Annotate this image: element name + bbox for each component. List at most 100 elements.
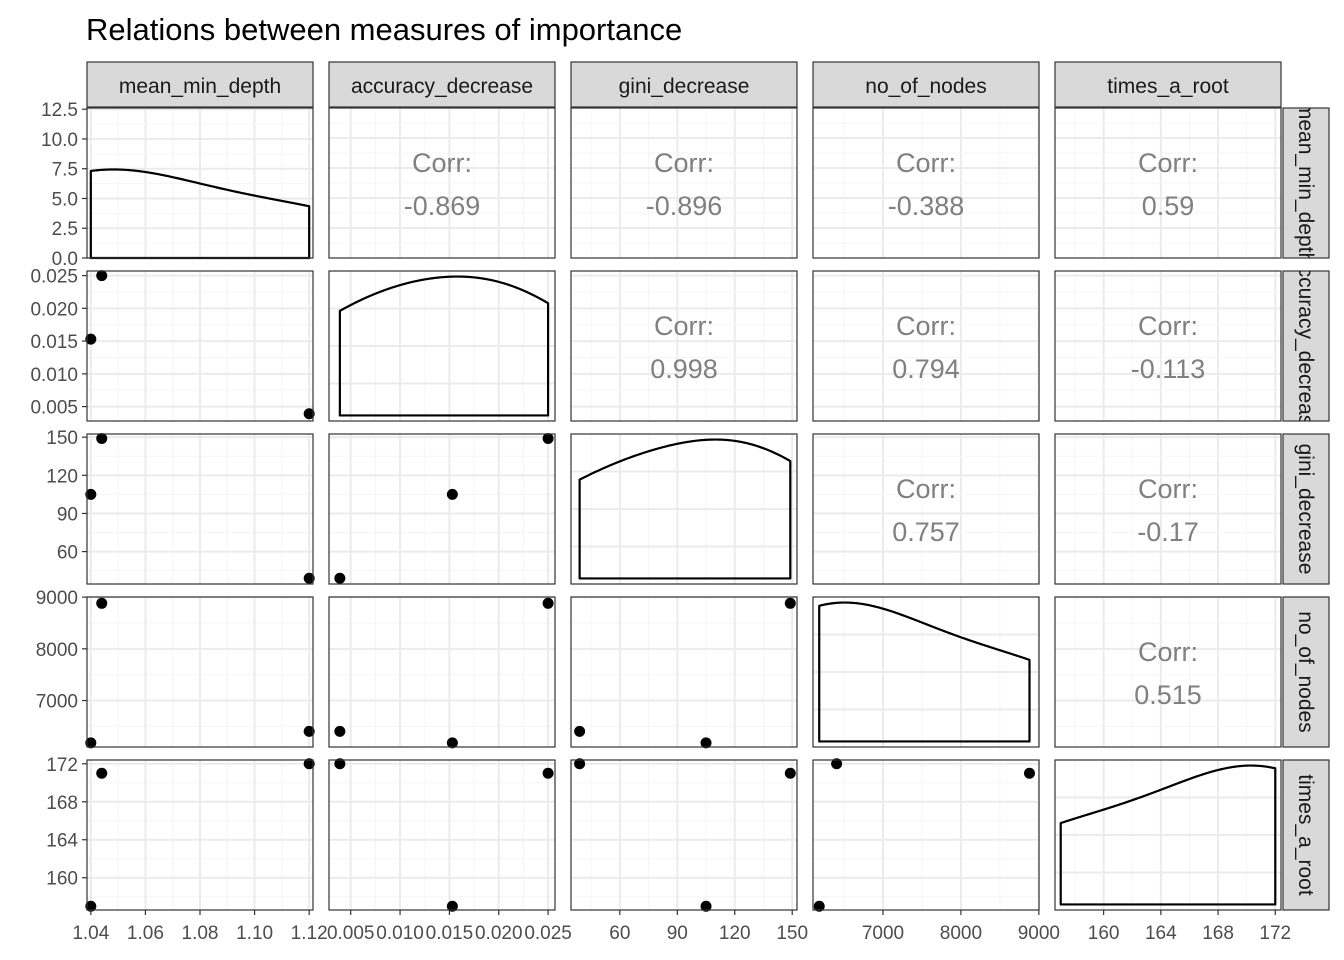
x-tick-label: 7000 xyxy=(862,923,904,944)
scatter-point xyxy=(334,758,346,770)
scatter-point xyxy=(542,767,554,779)
scatter-point xyxy=(303,572,315,584)
scatter-point xyxy=(96,432,108,444)
corr-value: -0.113 xyxy=(1131,354,1206,384)
x-tick-label: 168 xyxy=(1202,923,1234,944)
scatter-point xyxy=(96,767,108,779)
panel-border xyxy=(328,596,556,748)
corr-value: 0.998 xyxy=(650,354,718,384)
corr-value: 0.515 xyxy=(1134,680,1202,710)
panel-border xyxy=(328,270,556,422)
y-tick-label: 90 xyxy=(57,504,78,525)
corr-label: Corr: xyxy=(896,311,956,341)
panel-background xyxy=(329,597,555,747)
column-strip xyxy=(86,61,314,108)
corr-label: Corr: xyxy=(654,148,714,178)
column-strip-label: times_a_root xyxy=(1107,75,1229,98)
x-tick-label: 0.010 xyxy=(376,923,424,944)
y-tick-label: 0.0 xyxy=(52,249,78,270)
column-strip xyxy=(570,61,798,108)
scatter-point xyxy=(334,725,346,737)
corr-label: Corr: xyxy=(896,148,956,178)
panel-border xyxy=(328,107,556,259)
row-strip xyxy=(1282,759,1330,911)
panel-border xyxy=(812,433,1040,585)
corr-label: Corr: xyxy=(1138,474,1198,504)
panel-border xyxy=(1054,596,1282,748)
x-tick-label: 60 xyxy=(609,923,630,944)
panel-border xyxy=(570,107,798,259)
scatter-point xyxy=(85,488,97,500)
x-tick-label: 120 xyxy=(719,923,751,944)
panel-background xyxy=(813,271,1039,421)
y-tick-label: 0.020 xyxy=(30,299,78,320)
panel-border xyxy=(570,270,798,422)
scatter-point xyxy=(303,758,315,770)
corr-label: Corr: xyxy=(896,474,956,504)
chart-title: Relations between measures of importance xyxy=(86,12,682,47)
corr-label: Corr: xyxy=(1138,637,1198,667)
scatter-point xyxy=(303,725,315,737)
x-tick-label: 0.025 xyxy=(524,923,572,944)
panel-border xyxy=(570,433,798,585)
y-tick-label: 10.0 xyxy=(41,130,78,151)
corr-value: -0.896 xyxy=(646,191,723,221)
panel-background xyxy=(813,760,1039,910)
x-tick-label: 150 xyxy=(776,923,808,944)
density-curve xyxy=(578,438,792,580)
panel-border xyxy=(328,759,556,911)
row-strip xyxy=(1282,107,1330,259)
y-tick-label: 150 xyxy=(46,428,78,449)
corr-label: Corr: xyxy=(1138,311,1198,341)
panel-background xyxy=(329,760,555,910)
corr-label: Corr: xyxy=(1138,148,1198,178)
scatter-point xyxy=(303,408,315,420)
row-strip xyxy=(1282,270,1330,422)
row-strip-label-group: accuracy_decrease xyxy=(1294,255,1317,437)
x-tick-label: 8000 xyxy=(940,923,982,944)
density-curve xyxy=(89,168,311,260)
panel-border xyxy=(86,596,314,748)
panel-border xyxy=(812,107,1040,259)
scatter-point xyxy=(831,758,843,770)
y-tick-label: 60 xyxy=(57,543,78,564)
scatter-point xyxy=(446,488,458,500)
x-tick-label: 0.020 xyxy=(475,923,523,944)
corr-value: 0.59 xyxy=(1142,191,1195,221)
y-tick-label: 7.5 xyxy=(52,160,78,181)
scatter-point xyxy=(96,270,108,282)
panel-background xyxy=(1055,434,1281,584)
panel-border xyxy=(570,759,798,911)
x-tick-label: 1.10 xyxy=(236,923,273,944)
scatter-point xyxy=(784,597,796,609)
row-strip-label: accuracy_decrease xyxy=(1294,255,1317,437)
row-strip-label-group: gini_decrease xyxy=(1294,444,1317,575)
row-strip xyxy=(1282,433,1330,585)
column-strip xyxy=(328,61,556,108)
scatter-point xyxy=(446,900,458,912)
panel-border xyxy=(328,433,556,585)
x-tick-label: 1.04 xyxy=(72,923,109,944)
scatter-point xyxy=(1023,767,1035,779)
scatter-point xyxy=(85,737,97,749)
x-tick-label: 1.12 xyxy=(291,923,328,944)
scatter-point xyxy=(446,737,458,749)
y-tick-label: 0.015 xyxy=(30,332,78,353)
scatter-point xyxy=(813,900,825,912)
y-tick-label: 0.005 xyxy=(30,398,78,419)
row-strip-label-group: times_a_root xyxy=(1294,774,1317,896)
row-strip-label-group: no_of_nodes xyxy=(1294,611,1317,732)
panel-border xyxy=(812,759,1040,911)
y-tick-label: 164 xyxy=(46,831,78,852)
x-tick-label: 172 xyxy=(1259,923,1291,944)
y-tick-label: 5.0 xyxy=(52,189,78,210)
panel-background xyxy=(1055,271,1281,421)
x-tick-label: 1.08 xyxy=(182,923,219,944)
column-strip-label: gini_decrease xyxy=(619,75,750,98)
density-curve xyxy=(338,275,550,417)
row-strip-label: gini_decrease xyxy=(1294,444,1317,575)
row-strip xyxy=(1282,596,1330,748)
panel-border xyxy=(1054,759,1282,911)
column-strip-label: mean_min_depth xyxy=(119,75,281,98)
